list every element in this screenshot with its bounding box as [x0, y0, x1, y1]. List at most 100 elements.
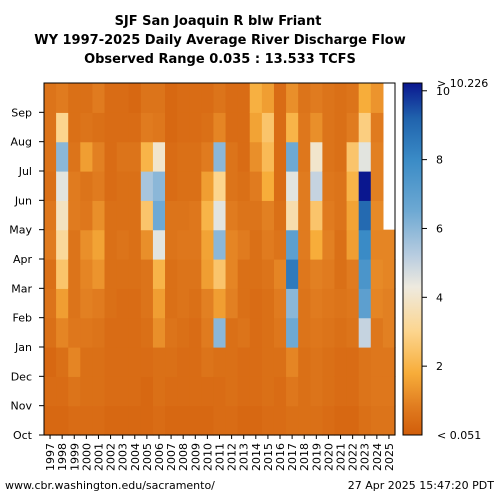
heatmap-cell-2006-Dec: [152, 347, 166, 377]
heatmap-cell-1997-Dec: [44, 347, 57, 377]
heatmap-cell-2001-Apr: [92, 229, 106, 260]
heatmap-cell-2002-Dec: [104, 347, 118, 377]
heatmap-cell-2022-Feb: [346, 288, 360, 319]
heatmap-cells: [44, 83, 396, 436]
heatmap-cell-2000-Apr: [80, 229, 94, 260]
heatmap-cell-2020-Oct: [322, 405, 336, 436]
heatmap-cell-2010-Nov: [201, 376, 215, 407]
heatmap-cell-2004-Aug: [128, 112, 142, 143]
heatmap-cell-2007-Dec: [165, 347, 178, 377]
heatmap-cell-2000-May: [80, 200, 94, 231]
heatmap-cell-2010-Oct: [201, 405, 215, 436]
heatmap-cell-2025-Nov: [382, 376, 396, 407]
heatmap-cell-1997-Mar: [44, 259, 57, 289]
heatmap-cell-2022-Dec: [346, 347, 360, 377]
heatmap-cell-2015-Jun: [261, 171, 275, 201]
heatmap-cell-2013-Oct: [237, 405, 251, 436]
heatmap-cell-2011-Nov: [213, 376, 227, 407]
colorbar-tick-label: 2: [436, 360, 443, 373]
heatmap-cell-2009-Oct: [189, 405, 202, 436]
y-tick-label: Jan: [14, 341, 32, 354]
y-tick-label: Apr: [13, 253, 33, 266]
heatmap-cell-2016-Aug: [273, 112, 287, 143]
heatmap-cell-2005-Feb: [140, 288, 154, 319]
heatmap-cell-2002-Aug: [104, 112, 118, 143]
heatmap-cell-2014-Oct: [249, 405, 263, 436]
heatmap-cell-2000-Dec: [80, 347, 94, 377]
heatmap-cell-1998-Feb: [56, 288, 69, 319]
heatmap-cell-2019-Apr: [310, 229, 323, 260]
heatmap-cell-1999-Mar: [68, 259, 81, 289]
x-tick-label: 2019: [310, 443, 323, 471]
heatmap-cell-2012-Sep: [225, 83, 239, 113]
footer-source-url: www.cbr.washington.edu/sacramento/: [5, 479, 215, 492]
heatmap-cell-2023-Jul: [358, 141, 372, 172]
heatmap-cell-2010-Sep: [201, 83, 215, 113]
heatmap-cell-1998-Dec: [56, 347, 69, 377]
heatmap-cell-2013-Jun: [237, 171, 251, 201]
heatmap-cell-2003-Feb: [116, 288, 130, 319]
heatmap-cell-2024-Mar: [370, 259, 384, 289]
heatmap-cell-2002-Feb: [104, 288, 118, 319]
heatmap-cell-2002-Jun: [104, 171, 118, 201]
heatmap-cell-2008-Oct: [177, 405, 190, 436]
heatmap-cell-2014-Jul: [249, 141, 263, 172]
heatmap-cell-2007-Jul: [165, 141, 178, 172]
heatmap-cell-2003-Jul: [116, 141, 130, 172]
heatmap-cell-2005-Nov: [140, 376, 154, 407]
heatmap-cell-2018-Dec: [298, 347, 311, 377]
heatmap-cell-2006-Apr: [152, 229, 166, 260]
heatmap-cell-2021-Sep: [334, 83, 348, 113]
heatmap-cell-2003-Jun: [116, 171, 130, 201]
heatmap-cell-2003-Aug: [116, 112, 130, 143]
heatmap-cell-2002-Sep: [104, 83, 118, 113]
heatmap-cell-2000-Mar: [80, 259, 94, 289]
heatmap-cell-2015-Mar: [261, 259, 275, 289]
heatmap-cell-2010-Jul: [201, 141, 215, 172]
heatmap-cell-2004-Nov: [128, 376, 142, 407]
heatmap-cell-2015-Apr: [261, 229, 275, 260]
heatmap-cell-2007-May: [165, 200, 178, 231]
heatmap-cell-2003-Oct: [116, 405, 130, 436]
heatmap-cell-2008-Apr: [177, 229, 190, 260]
heatmap-cell-1999-May: [68, 200, 81, 231]
heatmap-cell-2003-Mar: [116, 259, 130, 289]
heatmap-cell-2023-Nov: [358, 376, 372, 407]
heatmap-cell-2022-Jun: [346, 171, 360, 201]
heatmap-cell-2019-Feb: [310, 288, 323, 319]
heatmap-cell-2017-Aug: [286, 112, 299, 143]
heatmap-cell-2008-Nov: [177, 376, 190, 407]
heatmap-cell-2007-Mar: [165, 259, 178, 289]
heatmap-cell-2007-Sep: [165, 83, 178, 113]
heatmap-cell-2017-Oct: [286, 405, 299, 436]
x-tick-label: 2018: [298, 443, 311, 471]
colorbar-tick-label: 4: [436, 291, 443, 304]
heatmap-cell-2001-Dec: [92, 347, 106, 377]
x-tick-label: 2001: [92, 443, 105, 471]
heatmap-cell-2017-Dec: [286, 347, 299, 377]
heatmap-cell-2008-Aug: [177, 112, 190, 143]
x-tick-label: 2020: [322, 443, 335, 471]
heatmap-cell-2021-May: [334, 200, 348, 231]
heatmap-cell-2008-Dec: [177, 347, 190, 377]
heatmap-cell-2024-Sep: [370, 83, 384, 113]
heatmap-cell-2025-Apr: [382, 229, 396, 260]
heatmap-cell-2000-Feb: [80, 288, 94, 319]
heatmap-cell-2022-Oct: [346, 405, 360, 436]
heatmap-cell-2013-Aug: [237, 112, 251, 143]
heatmap-cell-2000-Jul: [80, 141, 94, 172]
heatmap-cell-1997-Jul: [44, 141, 57, 172]
x-tick-label: 2017: [286, 443, 299, 471]
x-tick-label: 1997: [44, 443, 57, 471]
heatmap-cell-2019-Jul: [310, 141, 323, 172]
heatmap-cell-2017-Jan: [286, 317, 299, 348]
heatmap-cell-2024-Oct: [370, 405, 384, 436]
footer-timestamp: 27 Apr 2025 15:47:20 PDT: [348, 479, 495, 492]
heatmap-cell-2001-Jul: [92, 141, 106, 172]
heatmap-cell-2023-May: [358, 200, 372, 231]
heatmap-cell-2006-Mar: [152, 259, 166, 289]
heatmap-cell-2020-Mar: [322, 259, 336, 289]
colorbar: [402, 82, 423, 436]
heatmap-cell-2020-Feb: [322, 288, 336, 319]
heatmap-cell-2018-Jul: [298, 141, 311, 172]
